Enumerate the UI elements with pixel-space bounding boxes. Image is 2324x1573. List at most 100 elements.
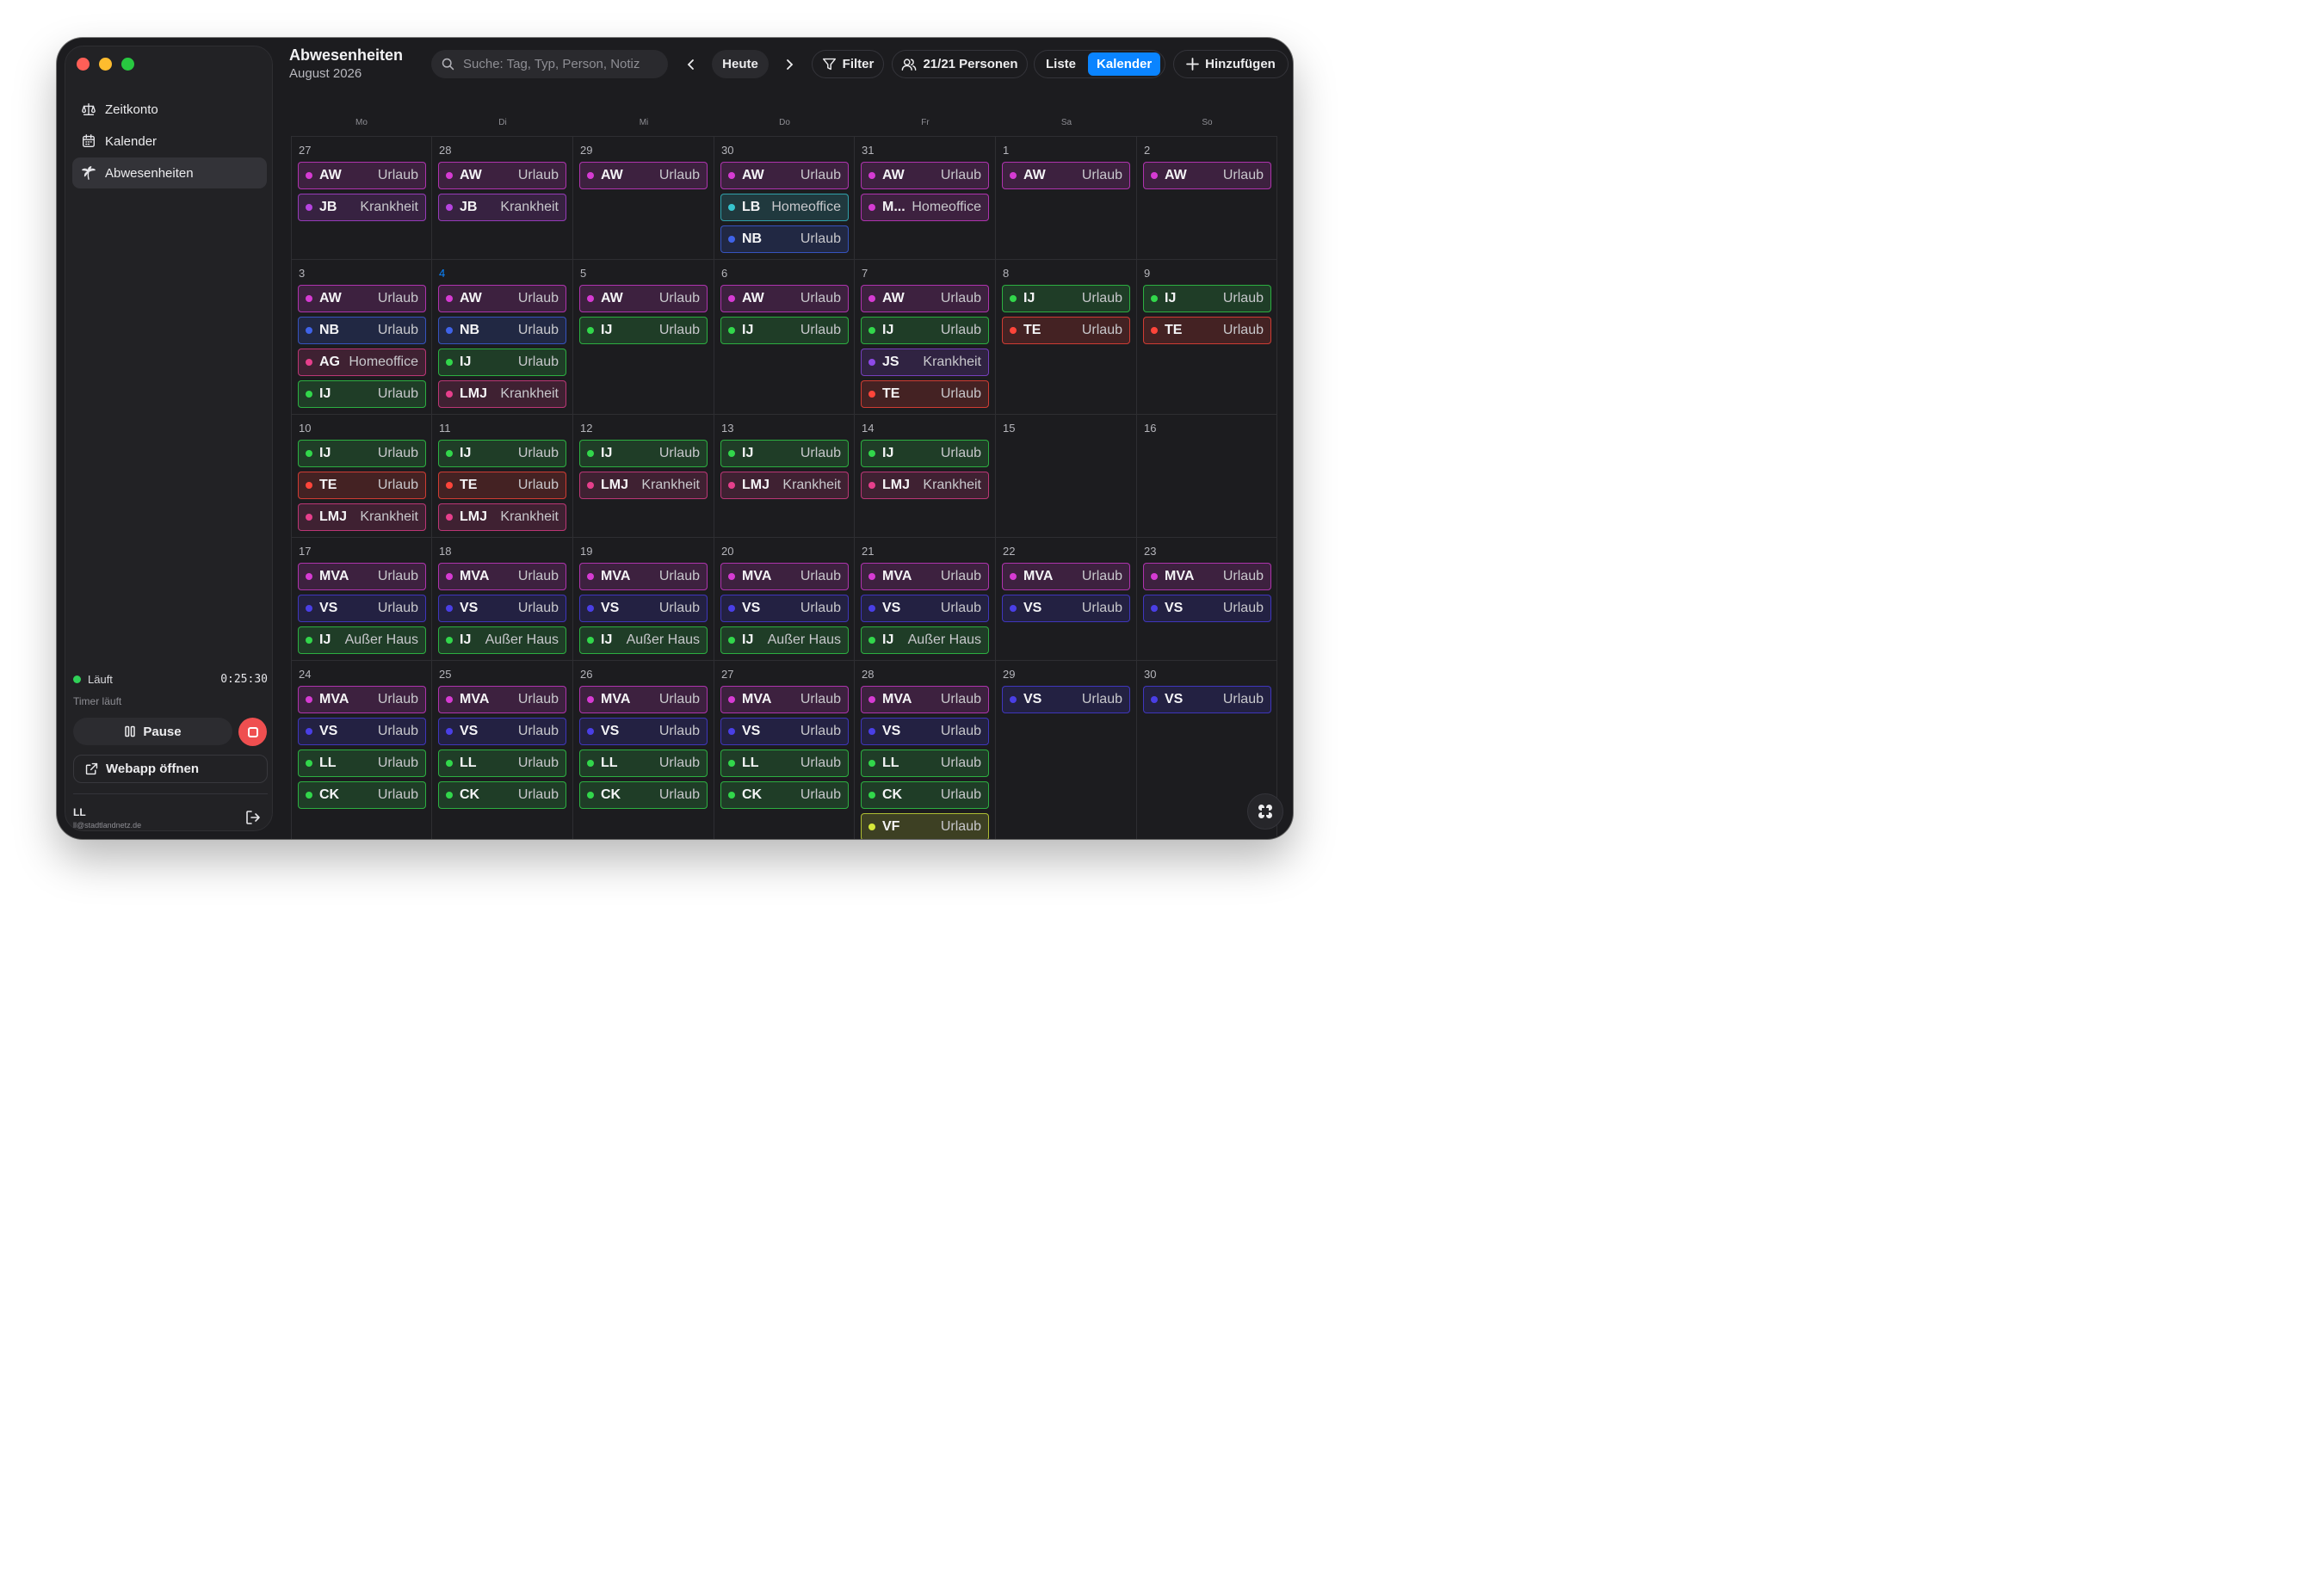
absence-event[interactable]: VS Urlaub — [1143, 595, 1271, 622]
open-webapp-button[interactable]: Webapp öffnen — [73, 755, 268, 783]
absence-event[interactable]: IJ Urlaub — [298, 380, 426, 408]
absence-event[interactable]: IJ Außer Haus — [720, 626, 849, 654]
close-window-button[interactable] — [77, 58, 90, 71]
absence-event[interactable]: AG Homeoffice — [298, 349, 426, 376]
absence-event[interactable]: IJ Urlaub — [298, 440, 426, 467]
day-cell[interactable]: 13 IJ Urlaub LMJ Krankheit — [714, 415, 855, 538]
absence-event[interactable]: LMJ Krankheit — [861, 472, 989, 499]
day-cell[interactable]: 6 AW Urlaub IJ Urlaub — [714, 260, 855, 415]
sidebar-item-abwesenheiten[interactable]: Abwesenheiten — [72, 157, 267, 188]
day-cell[interactable]: 25 MVA Urlaub VS Urlaub LL Urlaub CK Urlaub — [432, 661, 573, 839]
persons-button[interactable]: 21/21 Personen — [892, 50, 1028, 78]
day-cell[interactable]: 15 — [996, 415, 1137, 538]
day-cell[interactable]: 27 MVA Urlaub VS Urlaub LL Urlaub CK Urlaub — [714, 661, 855, 839]
absence-event[interactable]: IJ Außer Haus — [579, 626, 708, 654]
absence-event[interactable]: MVA Urlaub — [579, 686, 708, 713]
absence-event[interactable]: AW Urlaub — [720, 162, 849, 189]
day-cell[interactable]: 20 MVA Urlaub VS Urlaub IJ Außer Haus — [714, 538, 855, 661]
absence-event[interactable]: MVA Urlaub — [438, 686, 566, 713]
day-cell[interactable]: 26 MVA Urlaub VS Urlaub LL Urlaub CK Urlaub — [573, 661, 714, 839]
day-cell[interactable]: 29 VS Urlaub — [996, 661, 1137, 839]
absence-event[interactable]: LL Urlaub — [579, 749, 708, 777]
absence-event[interactable]: NB Urlaub — [298, 317, 426, 344]
filter-button[interactable]: Filter — [812, 50, 884, 78]
day-cell[interactable]: 10 IJ Urlaub TE Urlaub LMJ Krankheit — [291, 415, 432, 538]
absence-event[interactable]: AW Urlaub — [298, 285, 426, 312]
next-month-button[interactable] — [778, 50, 800, 78]
day-cell[interactable]: 21 MVA Urlaub VS Urlaub IJ Außer Haus — [855, 538, 996, 661]
absence-event[interactable]: MVA Urlaub — [720, 686, 849, 713]
absence-event[interactable]: MVA Urlaub — [438, 563, 566, 590]
absence-event[interactable]: AW Urlaub — [1143, 162, 1271, 189]
absence-event[interactable]: VF Urlaub — [861, 813, 989, 839]
absence-event[interactable]: TE Urlaub — [438, 472, 566, 499]
absence-event[interactable]: CK Urlaub — [298, 781, 426, 809]
add-absence-button[interactable]: Hinzufügen — [1173, 50, 1289, 78]
absence-event[interactable]: IJ Urlaub — [438, 349, 566, 376]
absence-event[interactable]: CK Urlaub — [579, 781, 708, 809]
absence-event[interactable]: LL Urlaub — [438, 749, 566, 777]
widget-button[interactable] — [1247, 793, 1283, 830]
absence-event[interactable]: JB Krankheit — [438, 194, 566, 221]
absence-event[interactable]: VS Urlaub — [1002, 686, 1130, 713]
day-cell[interactable]: 7 AW Urlaub IJ Urlaub JS Krankheit TE Urlaub — [855, 260, 996, 415]
absence-event[interactable]: MVA Urlaub — [861, 686, 989, 713]
search-input[interactable] — [463, 57, 657, 71]
day-cell[interactable]: 28 MVA Urlaub VS Urlaub LL Urlaub CK Urlaub VF Url… — [855, 661, 996, 839]
day-cell[interactable]: 8 IJ Urlaub TE Urlaub — [996, 260, 1137, 415]
today-button[interactable]: Heute — [712, 50, 769, 78]
absence-event[interactable]: M... Homeoffice — [861, 194, 989, 221]
day-cell[interactable]: 16 — [1137, 415, 1277, 538]
absence-event[interactable]: LL Urlaub — [298, 749, 426, 777]
view-list-option[interactable]: Liste — [1046, 57, 1077, 71]
day-cell[interactable]: 5 AW Urlaub IJ Urlaub — [573, 260, 714, 415]
day-cell[interactable]: 24 MVA Urlaub VS Urlaub LL Urlaub CK Urlaub — [291, 661, 432, 839]
absence-event[interactable]: NB Urlaub — [438, 317, 566, 344]
sidebar-item-zeitkonto[interactable]: Zeitkonto — [72, 94, 267, 125]
absence-event[interactable]: VS Urlaub — [579, 595, 708, 622]
absence-event[interactable]: IJ Urlaub — [720, 440, 849, 467]
absence-event[interactable]: LB Homeoffice — [720, 194, 849, 221]
absence-event[interactable]: IJ Außer Haus — [438, 626, 566, 654]
sidebar-item-kalender[interactable]: Kalender — [72, 126, 267, 157]
absence-event[interactable]: VS Urlaub — [438, 595, 566, 622]
day-cell[interactable]: 11 IJ Urlaub TE Urlaub LMJ Krankheit — [432, 415, 573, 538]
absence-event[interactable]: AW Urlaub — [579, 285, 708, 312]
absence-event[interactable]: CK Urlaub — [720, 781, 849, 809]
absence-event[interactable]: VS Urlaub — [298, 595, 426, 622]
absence-event[interactable]: AW Urlaub — [438, 285, 566, 312]
absence-event[interactable]: LMJ Krankheit — [438, 380, 566, 408]
absence-event[interactable]: TE Urlaub — [298, 472, 426, 499]
absence-event[interactable]: LMJ Krankheit — [298, 503, 426, 531]
absence-event[interactable]: VS Urlaub — [1143, 686, 1271, 713]
day-cell[interactable]: 1 AW Urlaub — [996, 137, 1137, 260]
absence-event[interactable]: LMJ Krankheit — [720, 472, 849, 499]
absence-event[interactable]: AW Urlaub — [720, 285, 849, 312]
day-cell[interactable]: 14 IJ Urlaub LMJ Krankheit — [855, 415, 996, 538]
day-cell[interactable]: 28 AW Urlaub JB Krankheit — [432, 137, 573, 260]
absence-event[interactable]: JB Krankheit — [298, 194, 426, 221]
minimize-window-button[interactable] — [99, 58, 112, 71]
absence-event[interactable]: IJ Urlaub — [1002, 285, 1130, 312]
view-calendar-option[interactable]: Kalender — [1088, 52, 1161, 76]
day-cell[interactable]: 12 IJ Urlaub LMJ Krankheit — [573, 415, 714, 538]
absence-event[interactable]: AW Urlaub — [1002, 162, 1130, 189]
absence-event[interactable]: JS Krankheit — [861, 349, 989, 376]
absence-event[interactable]: MVA Urlaub — [298, 686, 426, 713]
absence-event[interactable]: VS Urlaub — [720, 595, 849, 622]
absence-event[interactable]: VS Urlaub — [1002, 595, 1130, 622]
absence-event[interactable]: LMJ Krankheit — [579, 472, 708, 499]
day-cell[interactable]: 23 MVA Urlaub VS Urlaub — [1137, 538, 1277, 661]
absence-event[interactable]: TE Urlaub — [1143, 317, 1271, 344]
prev-month-button[interactable] — [680, 50, 702, 78]
absence-event[interactable]: VS Urlaub — [861, 718, 989, 745]
pause-button[interactable]: Pause — [73, 718, 232, 745]
day-cell[interactable]: 4 AW Urlaub NB Urlaub IJ Urlaub LMJ Krankheit — [432, 260, 573, 415]
absence-event[interactable]: IJ Urlaub — [720, 317, 849, 344]
absence-event[interactable]: AW Urlaub — [861, 285, 989, 312]
absence-event[interactable]: VS Urlaub — [861, 595, 989, 622]
absence-event[interactable]: IJ Urlaub — [579, 440, 708, 467]
absence-event[interactable]: MVA Urlaub — [1002, 563, 1130, 590]
absence-event[interactable]: CK Urlaub — [438, 781, 566, 809]
day-cell[interactable]: 22 MVA Urlaub VS Urlaub — [996, 538, 1137, 661]
